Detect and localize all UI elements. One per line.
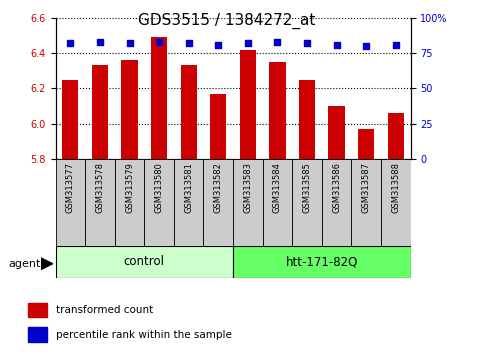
Text: control: control: [124, 256, 165, 268]
Bar: [270, 62, 285, 159]
Bar: [358, 129, 374, 159]
Text: GSM313577: GSM313577: [66, 162, 75, 213]
Text: GSM313578: GSM313578: [96, 162, 104, 213]
Text: GSM313584: GSM313584: [273, 162, 282, 213]
Point: [96, 39, 104, 45]
Point: [333, 42, 341, 47]
Text: GSM313587: GSM313587: [362, 162, 370, 213]
Bar: [181, 65, 197, 159]
Bar: [121, 60, 138, 159]
Bar: [151, 37, 167, 159]
Bar: [28, 303, 47, 317]
Bar: [299, 80, 315, 159]
Point: [362, 43, 370, 49]
Point: [392, 42, 399, 47]
Point: [273, 39, 281, 45]
FancyBboxPatch shape: [56, 246, 233, 278]
FancyBboxPatch shape: [352, 159, 381, 246]
Text: htt-171-82Q: htt-171-82Q: [285, 256, 358, 268]
Bar: [28, 327, 47, 342]
FancyBboxPatch shape: [233, 159, 263, 246]
Bar: [388, 113, 404, 159]
Text: GSM313581: GSM313581: [184, 162, 193, 213]
FancyBboxPatch shape: [115, 159, 144, 246]
Text: GDS3515 / 1384272_at: GDS3515 / 1384272_at: [138, 12, 316, 29]
Text: GSM313585: GSM313585: [302, 162, 312, 213]
Point: [214, 42, 222, 47]
Text: GSM313583: GSM313583: [243, 162, 252, 213]
Text: GSM313588: GSM313588: [391, 162, 400, 213]
Text: GSM313580: GSM313580: [155, 162, 164, 213]
Point: [244, 40, 252, 46]
FancyBboxPatch shape: [85, 159, 115, 246]
Text: percentile rank within the sample: percentile rank within the sample: [56, 330, 232, 339]
FancyBboxPatch shape: [144, 159, 174, 246]
Bar: [328, 106, 345, 159]
Text: GSM313582: GSM313582: [214, 162, 223, 213]
FancyBboxPatch shape: [381, 159, 411, 246]
Point: [67, 40, 74, 46]
Point: [185, 40, 193, 46]
Polygon shape: [41, 258, 53, 270]
FancyBboxPatch shape: [263, 159, 292, 246]
Bar: [62, 80, 78, 159]
Point: [126, 40, 133, 46]
FancyBboxPatch shape: [56, 159, 85, 246]
Text: GSM313586: GSM313586: [332, 162, 341, 213]
FancyBboxPatch shape: [203, 159, 233, 246]
FancyBboxPatch shape: [292, 159, 322, 246]
Bar: [240, 50, 256, 159]
FancyBboxPatch shape: [174, 159, 203, 246]
Text: agent: agent: [9, 259, 41, 269]
Bar: [92, 65, 108, 159]
FancyBboxPatch shape: [322, 159, 352, 246]
Text: GSM313579: GSM313579: [125, 162, 134, 213]
Bar: [210, 94, 227, 159]
Text: transformed count: transformed count: [56, 305, 153, 315]
FancyBboxPatch shape: [233, 246, 411, 278]
Point: [303, 40, 311, 46]
Point: [155, 39, 163, 45]
